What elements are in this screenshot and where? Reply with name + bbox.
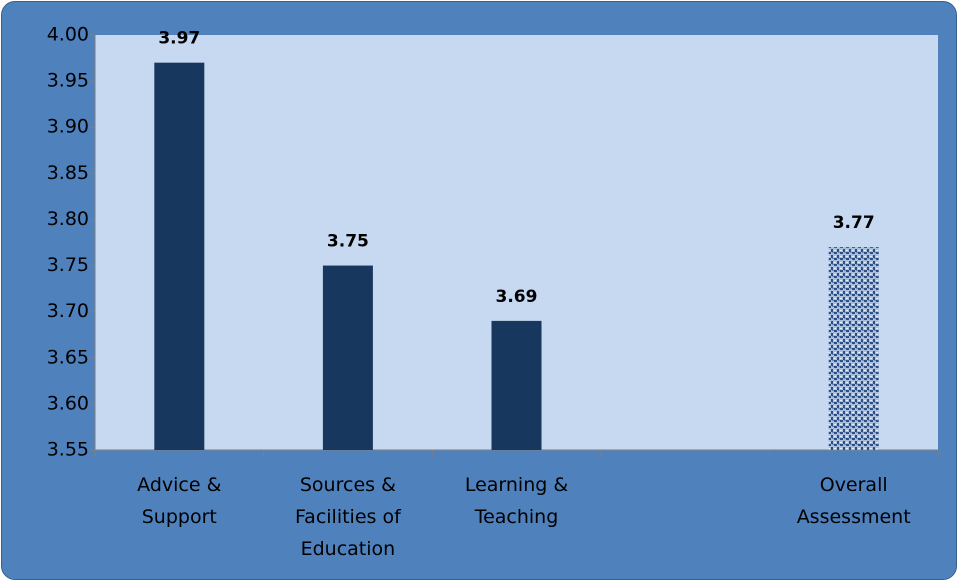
y-tick-label: 4.00 (47, 24, 89, 46)
x-tick-label: Learning & Teaching (464, 474, 569, 528)
y-tick-label: 3.60 (47, 392, 89, 414)
data-label: 3.97 (158, 29, 200, 49)
y-tick-label: 3.65 (47, 346, 89, 368)
bar (491, 320, 542, 450)
y-tick-label: 3.75 (47, 254, 89, 276)
y-tick-label: 3.85 (47, 162, 89, 184)
bar (828, 247, 879, 450)
y-tick-label: 3.80 (47, 208, 89, 230)
y-tick-label: 3.95 (47, 70, 89, 92)
data-label: 3.69 (496, 287, 538, 307)
y-tick-label: 3.70 (47, 300, 89, 322)
y-tick-label: 3.55 (47, 439, 89, 461)
x-tick-label: Advice & Support (137, 474, 222, 528)
y-tick-label: 3.90 (47, 116, 89, 138)
data-label: 3.75 (327, 232, 369, 252)
x-tick-label: Overall Assessment (796, 474, 911, 528)
x-tick-label: Sources & Facilities of Education (295, 474, 401, 560)
bar (154, 62, 205, 451)
data-label: 3.77 (833, 213, 875, 233)
bar (322, 265, 373, 450)
